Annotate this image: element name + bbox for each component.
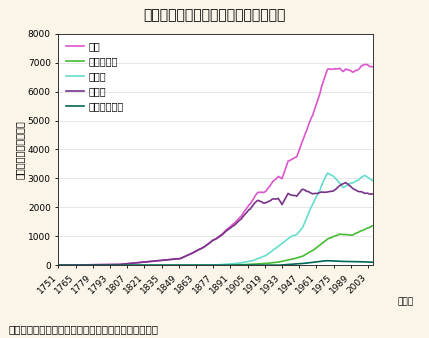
石油等 [224,262,229,266]
フレアリング [186,263,191,267]
石油等 [141,263,146,267]
石油等 [370,179,375,183]
天然ガス等 [186,263,191,267]
Line: 石炊等: 石炊等 [58,183,373,265]
石炊等 [186,253,191,257]
石炊等 [343,180,348,185]
合計 [224,227,229,232]
Legend: 合計, 天然ガス等, 石油等, 石炊等, フレアリング: 合計, 天然ガス等, 石油等, 石炊等, フレアリング [63,39,127,114]
石油等 [157,263,162,267]
石炊等 [224,229,229,233]
フレアリング [224,263,229,267]
フレアリング [370,260,375,264]
合計 [157,259,162,263]
Line: フレアリング: フレアリング [58,261,373,265]
フレアリング [325,259,330,263]
Line: 天然ガス等: 天然ガス等 [58,226,373,265]
合計 [186,253,191,257]
フレアリング [141,263,146,267]
天然ガス等 [370,224,375,228]
Text: （年）: （年） [398,297,414,306]
天然ガス等 [224,263,229,267]
石油等 [222,262,227,266]
フレアリング [56,263,61,267]
石炊等 [56,263,61,267]
フレアリング [222,263,227,267]
石油等 [88,263,93,267]
Line: 石油等: 石油等 [58,173,373,265]
Line: 合計: 合計 [58,65,373,265]
天然ガス等 [222,263,227,267]
石炊等 [141,260,146,264]
天然ガス等 [88,263,93,267]
天然ガス等 [56,263,61,267]
天然ガス等 [141,263,146,267]
石油等 [186,263,191,267]
合計 [363,63,368,67]
石炊等 [222,231,227,235]
石炊等 [157,259,162,263]
石炊等 [88,263,93,267]
Text: 資料：米国エネルギー省二酸化炭素情報分析センター: 資料：米国エネルギー省二酸化炭素情報分析センター [9,324,159,334]
フレアリング [88,263,93,267]
合計 [88,263,93,267]
石油等 [56,263,61,267]
天然ガス等 [157,263,162,267]
合計 [141,260,146,264]
石油等 [325,171,330,175]
合計 [56,263,61,267]
合計 [222,230,227,234]
合計 [370,65,375,69]
Y-axis label: 百万トン（炭素換算）: 百万トン（炭素換算） [15,120,25,179]
フレアリング [157,263,162,267]
Text: 化石燃料からの二酸化芳素排出量推移: 化石燃料からの二酸化芳素排出量推移 [143,8,286,22]
石炊等 [370,192,375,196]
